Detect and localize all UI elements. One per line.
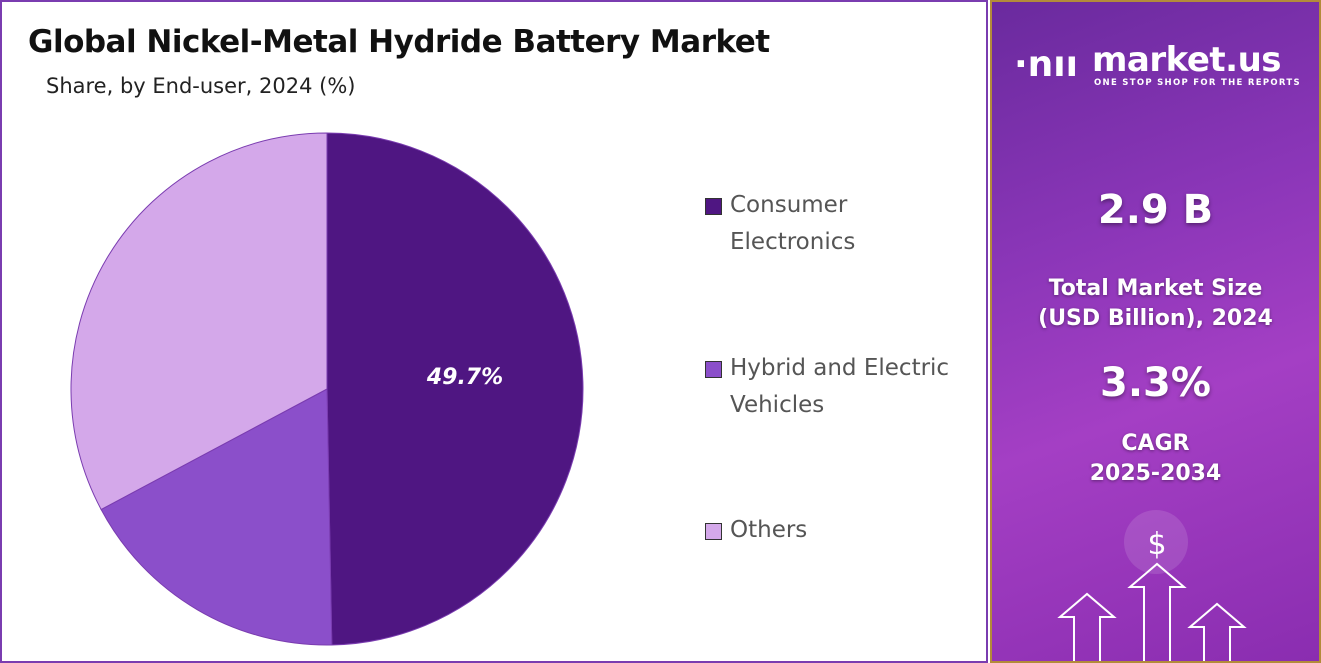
market-size-label-2: (USD Billion), 2024 xyxy=(1038,306,1273,331)
legend-swatch xyxy=(705,198,722,215)
chart-title: Global Nickel-Metal Hydride Battery Mark… xyxy=(28,24,770,60)
chart-panel: Global Nickel-Metal Hydride Battery Mark… xyxy=(0,0,988,663)
legend-label: Others xyxy=(730,517,808,543)
logo: ·nıı market.us ONE STOP SHOP FOR THE REP… xyxy=(1014,40,1304,90)
data-label: 49.7% xyxy=(426,365,503,390)
logo-tagline: ONE STOP SHOP FOR THE REPORTS xyxy=(1094,78,1301,88)
legend-swatch xyxy=(705,523,722,540)
logo-icon: ·nıı xyxy=(1014,44,1078,85)
cagr-label-1: CAGR xyxy=(1121,431,1190,456)
pie-slice-others xyxy=(70,132,328,511)
pie-slice-hybrid-and-electric-vehicles xyxy=(100,388,333,646)
legend-label: Hybrid and Electric Vehicles xyxy=(730,355,950,418)
cagr-label-2: 2025-2034 xyxy=(1089,461,1222,486)
summary-panel: ·nıı market.us ONE STOP SHOP FOR THE REP… xyxy=(990,0,1321,663)
market-size-value: 2.9 B xyxy=(1097,187,1214,233)
legend-label: Consumer Electronics xyxy=(730,192,856,255)
chart-subtitle: Share, by End-user, 2024 (%) xyxy=(46,74,356,98)
dollar-symbol: $ xyxy=(1147,527,1166,562)
pie-slice-consumer-electronics xyxy=(326,132,584,646)
cagr-value: 3.3% xyxy=(1100,360,1211,406)
pie-chart: 49.7% xyxy=(70,132,584,646)
market-size-label-1: Total Market Size xyxy=(1048,276,1263,301)
growth-arrows-icon: $ xyxy=(1057,510,1247,661)
legend-swatch xyxy=(705,361,722,378)
logo-name: market.us xyxy=(1092,40,1282,80)
